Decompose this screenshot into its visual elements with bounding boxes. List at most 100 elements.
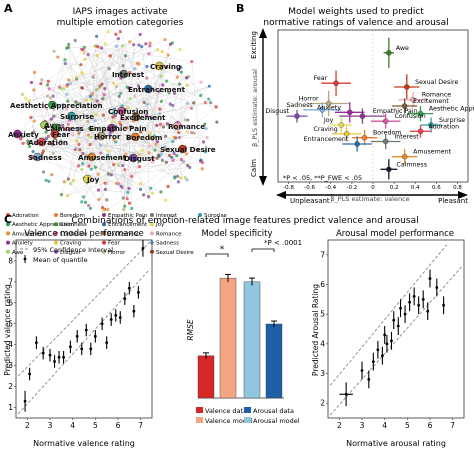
valence-x-tick-label: 5 — [93, 421, 98, 430]
network-node — [173, 175, 177, 179]
network-node — [122, 207, 126, 212]
panel-a-title-1: IAPS images activate — [73, 7, 168, 17]
weight-label-amusement: Amusement — [413, 149, 452, 156]
panel-c: C Combinations of emotion-related image … — [3, 213, 465, 448]
sig-bracket-right — [251, 248, 275, 252]
arousal-point — [344, 392, 348, 396]
network-edge — [142, 54, 169, 151]
network-node — [179, 158, 184, 162]
arousal-xlabel: Normative arousal rating — [346, 439, 446, 448]
hub-romance — [173, 121, 182, 131]
network-edge — [147, 104, 149, 197]
network-edge — [90, 135, 128, 138]
network-node — [203, 122, 207, 126]
network-node — [118, 29, 122, 34]
network-node — [81, 151, 85, 156]
network-node — [107, 149, 111, 153]
panel-b: B Model weights used to predict normativ… — [236, 2, 474, 205]
hub-sexual-desire — [178, 144, 187, 154]
network-edge — [111, 43, 151, 122]
network-edge — [113, 83, 180, 85]
network-node — [45, 83, 50, 87]
valence-y-tick-label: 2 — [8, 382, 13, 391]
bar-arousal-data-valence-model — [243, 281, 261, 399]
network-node — [106, 30, 110, 34]
network-node — [95, 53, 99, 57]
arousal-point — [435, 286, 439, 289]
valence-plot-title: Valence model performance — [24, 229, 144, 239]
network-node — [108, 131, 112, 135]
network-node — [127, 86, 131, 90]
network-edge — [53, 108, 160, 154]
network-node — [80, 71, 84, 75]
valence-point — [69, 345, 72, 349]
network-node — [151, 191, 155, 195]
panel-a-title-2: multiple emotion categories — [57, 18, 184, 28]
hub-excitement — [131, 112, 141, 122]
network-node — [29, 115, 33, 120]
network-edge — [156, 125, 173, 142]
network-edge — [104, 104, 148, 184]
weight-label-calmness: Calmness — [396, 161, 427, 168]
arousal-y-tick-label: 6 — [320, 280, 325, 289]
legend-swatch-interest — [150, 213, 154, 217]
network-node — [51, 94, 55, 98]
network-node — [29, 80, 34, 85]
network-node — [124, 152, 128, 156]
cluster-label-entrancement: Entrancement — [128, 85, 186, 94]
emotion-weights: Awe Fear Sexual Desire Horror RomanceExcitem… — [265, 37, 474, 180]
network-node — [159, 152, 164, 156]
network-node — [127, 201, 132, 205]
legend-label-excitement: Excitement — [108, 231, 140, 237]
legend-swatch-disgust — [54, 249, 58, 254]
legend-label-interest: Interest — [156, 213, 178, 219]
network-node — [87, 203, 91, 208]
network-edge — [104, 130, 125, 207]
valence-point — [23, 399, 27, 403]
network-edge — [139, 162, 203, 167]
network-edge — [68, 44, 80, 133]
network-node — [207, 84, 211, 88]
network-node — [76, 164, 81, 168]
network-node — [29, 156, 33, 160]
network-node — [145, 102, 150, 106]
network-node — [84, 153, 88, 158]
network-node — [67, 128, 71, 132]
network-edge — [99, 86, 149, 197]
network-node — [106, 153, 110, 157]
network-node — [65, 193, 70, 198]
arousal-point — [371, 360, 375, 364]
arousal-x-tick-label: 4 — [382, 421, 387, 430]
network-node — [45, 94, 49, 98]
network-node — [157, 89, 161, 93]
network-node — [155, 156, 159, 160]
network-edge — [123, 91, 160, 199]
network-node — [105, 181, 109, 186]
network-node — [58, 85, 62, 89]
network-node — [99, 143, 103, 147]
weight-label-adoration: Adoration — [429, 123, 460, 130]
network-node — [64, 107, 69, 111]
legend-swatch-adoration — [6, 213, 10, 217]
arousal-arrowhead-up — [259, 28, 267, 38]
network-node — [199, 93, 203, 97]
valence-point — [132, 309, 136, 313]
network-node — [140, 148, 144, 152]
network-edge — [179, 106, 217, 138]
network-node — [149, 135, 153, 139]
network-node — [101, 113, 105, 117]
network-node — [166, 147, 170, 151]
network-node — [117, 94, 121, 98]
arousal-x-tick-label: 3 — [360, 421, 365, 430]
legend-label-craving: Craving — [60, 241, 81, 247]
hub-empathic-pain — [107, 123, 116, 133]
panel-b-title-1: Model weights used to predict — [288, 7, 424, 17]
network-edge — [95, 138, 130, 204]
arousal-ylabel: Predicted Arousal Rating — [311, 284, 320, 376]
valence-point — [127, 286, 131, 290]
network-node — [176, 68, 181, 72]
ci-legend-label: 95% Confidence Interval — [33, 246, 113, 254]
cluster-label-excitement: Excitement — [120, 113, 166, 122]
weight-label-anxiety: Anxiety — [317, 104, 341, 111]
spec-legend-label-valence-data: Valence data — [205, 407, 247, 415]
